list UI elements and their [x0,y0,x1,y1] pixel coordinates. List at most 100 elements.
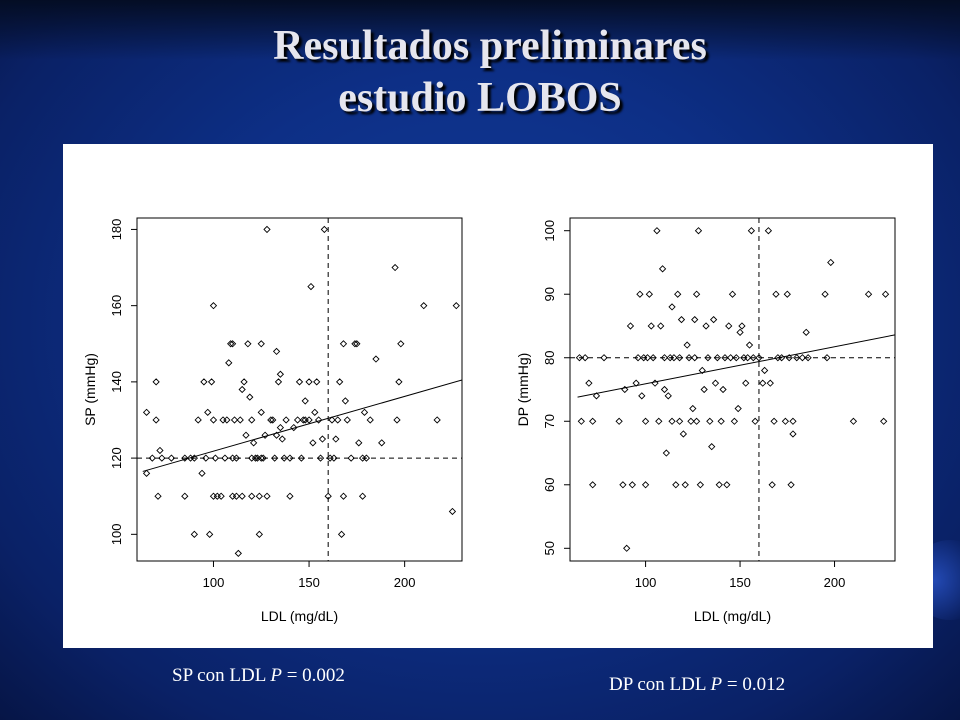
sp-data-point [209,302,218,310]
dp-y-tick-label: 60 [542,478,557,492]
sp-data-point [355,439,363,447]
sp-data-point [207,378,216,386]
sp-data-point [301,416,309,424]
sp-data-point [257,408,265,417]
dp-data-point [802,328,810,336]
sp-data-point [330,454,338,462]
dp-data-point [691,315,699,324]
dp-data-point [721,354,729,362]
sp-data-point [156,446,164,455]
sp-data-point [225,359,233,367]
dp-data-point [738,322,746,330]
sp-data-point [251,454,260,462]
sp-data-point [249,439,258,447]
dp-data-point [702,322,710,330]
dp-data-point [645,290,653,298]
sp-data-point [307,282,315,291]
sp-data-point [311,408,319,417]
dp-data-point [643,354,652,362]
sp-data-point [242,431,250,439]
dp-data-point [849,417,858,425]
sp-data-point [158,454,166,462]
sp-data-point [328,416,336,424]
dp-data-point [881,290,890,298]
sp-y-tick-label: 180 [109,219,124,241]
dp-data-point [723,481,731,489]
sp-data-point [190,454,198,462]
sp-data-point [339,340,348,348]
dp-data-point [700,385,708,394]
sp-data-point [395,378,403,386]
sp-data-point [366,416,374,424]
dp-data-point [719,385,727,394]
dp-data-point [677,315,686,324]
sp-data-point [246,393,254,401]
dp-data-point [628,481,636,489]
sp-data-point [204,408,212,417]
dp-y-tick-label: 80 [542,351,557,365]
dp-plot-frame [569,217,896,562]
sp-data-point [248,492,256,500]
sp-data-point [257,340,265,348]
sp-data-point [219,416,227,424]
sp-data-point [320,225,328,234]
sp-data-point [278,435,286,443]
charts-svg: 100 150 200 100 120 140 160 180 LDL (mg/dL) SP (m… [82,217,896,624]
dp-data-point [770,417,778,425]
dp-data-point [864,290,873,298]
sp-data-point [271,454,279,462]
sp-data-point [316,454,325,462]
dp-data-point [709,315,718,324]
dp-data-point [687,417,695,425]
dp-data-point [749,354,757,362]
caption-dp: DP con LDL P = 0.012 [609,674,785,696]
dp-data-point [647,322,655,330]
dp-data-point [668,417,676,425]
dp-data-point [694,227,703,235]
sp-data-point [353,340,361,348]
dp-data-point [698,366,706,375]
sp-data-point [257,454,265,462]
dp-y-tick-label: 90 [542,287,557,301]
sp-data-point [223,416,231,424]
dp-data-point [575,354,584,362]
sp-x-tick-label: 100 [203,575,225,590]
dp-data-point [691,354,699,362]
sp-data-point [314,416,323,424]
sp-data-point [276,423,285,432]
sp-plot-frame [136,217,463,562]
dp-data-point [743,354,752,362]
sp-data-point [313,378,321,386]
dp-data-point [683,341,691,349]
sp-data-point [297,454,306,462]
dp-data-point [726,354,735,362]
sp-data-point [301,397,309,405]
sp-y-axis-label: SP (mmHg) [82,353,98,426]
sp-data-point [142,408,151,417]
dp-data-point [804,354,812,362]
dp-data-point [730,417,739,425]
dp-data-point [636,290,644,298]
sp-data-point [244,340,252,348]
dp-data-point [681,481,689,489]
sp-data-point [324,492,332,500]
sp-data-point [259,454,267,462]
dp-data-point [821,290,829,298]
dp-data-point [692,417,701,425]
dp-data-point [621,385,629,394]
dp-data-point [585,379,593,387]
sp-data-point [148,454,156,462]
dp-data-point [641,417,650,425]
sp-data-point [261,431,269,439]
dp-data-point [768,481,776,489]
sp-data-point [213,492,221,500]
sp-data-point [286,454,294,462]
dp-data-point [789,430,797,438]
dp-data-point [880,417,888,425]
sp-data-point [240,378,248,386]
dp-data-point [657,322,665,330]
title-line-2: estudio LOBOS [338,75,622,121]
sp-data-point [142,469,151,477]
sp-data-point [152,416,160,424]
dp-data-point [787,481,795,489]
